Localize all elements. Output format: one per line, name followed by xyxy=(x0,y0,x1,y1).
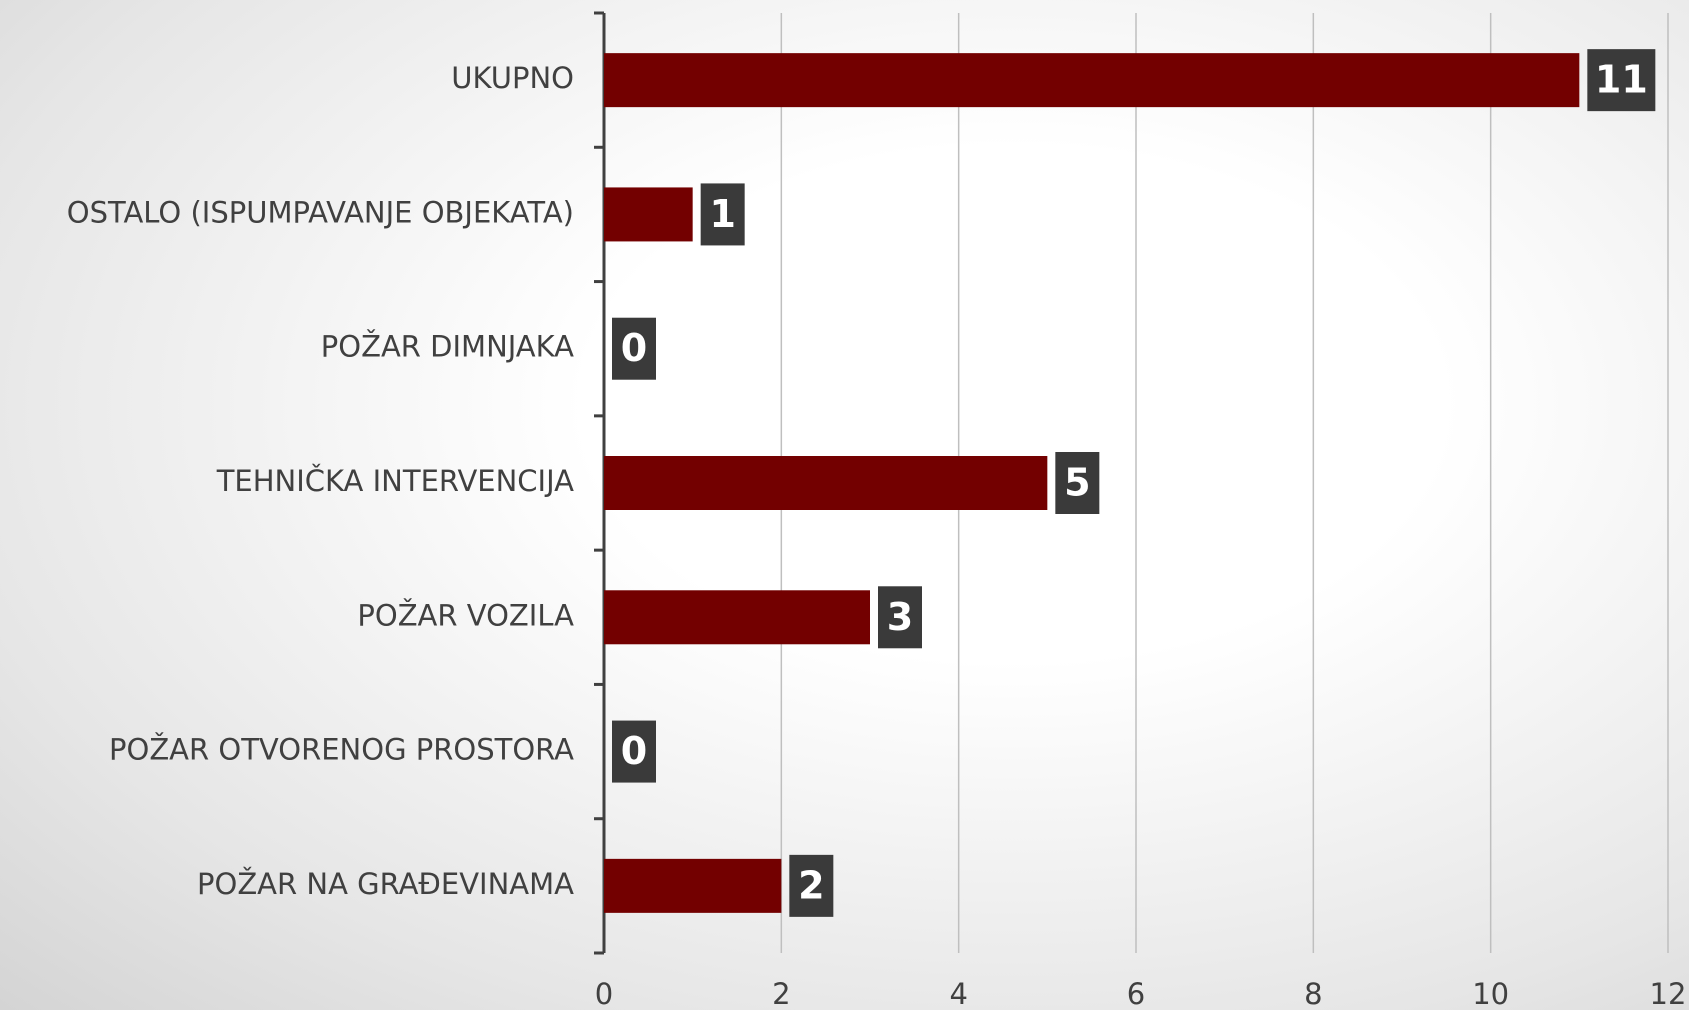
x-tick-label: 12 xyxy=(1650,977,1687,1010)
y-tick-label: UKUPNO xyxy=(451,61,574,95)
y-tick-label: POŽAR DIMNJAKA xyxy=(321,330,574,364)
bar xyxy=(604,456,1048,510)
x-tick-label: 0 xyxy=(595,977,613,1010)
data-label-box xyxy=(789,854,834,917)
data-label: 0 xyxy=(621,326,647,370)
x-tick-label: 10 xyxy=(1472,977,1509,1010)
x-tick-label: 4 xyxy=(949,977,967,1010)
x-tick-label: 8 xyxy=(1304,977,1322,1010)
data-label-box xyxy=(878,586,922,649)
data-label-box xyxy=(612,720,656,783)
data-label: 5 xyxy=(1064,461,1090,505)
bar xyxy=(604,590,870,645)
data-label: 3 xyxy=(887,595,913,639)
data-label-box xyxy=(700,183,745,246)
x-tick-label: 2 xyxy=(772,977,790,1010)
bar xyxy=(604,858,782,913)
y-tick-label: POŽAR NA GRAĐEVINAMA xyxy=(197,867,574,901)
data-label-box xyxy=(1587,49,1656,112)
data-label-box xyxy=(612,317,656,380)
data-label-box xyxy=(1055,452,1100,514)
y-tick-label: OSTALO (ISPUMPAVANJE OBJEKATA) xyxy=(67,195,574,229)
y-tick-label: TEHNIČKA INTERVENCIJA xyxy=(216,464,574,498)
y-tick-label: POŽAR VOZILA xyxy=(357,598,574,632)
bar xyxy=(604,53,1580,108)
y-tick-label: POŽAR OTVORENOG PROSTORA xyxy=(109,733,574,767)
bar xyxy=(604,187,693,242)
data-label: 11 xyxy=(1595,58,1648,102)
data-label: 0 xyxy=(621,729,647,773)
data-label: 2 xyxy=(798,863,824,907)
data-label: 1 xyxy=(709,192,735,236)
x-tick-label: 6 xyxy=(1127,977,1145,1010)
